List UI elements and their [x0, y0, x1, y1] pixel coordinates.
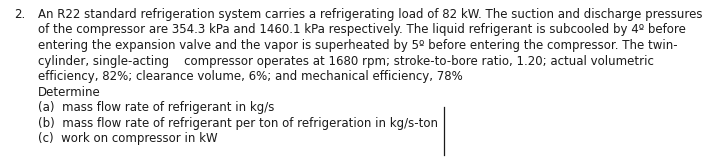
Text: efficiency, 82%; clearance volume, 6%; and mechanical efficiency, 78%: efficiency, 82%; clearance volume, 6%; a…	[38, 70, 463, 83]
Text: of the compressor are 354.3 kPa and 1460.1 kPa respectively. The liquid refriger: of the compressor are 354.3 kPa and 1460…	[38, 23, 686, 36]
Text: (c)  work on compressor in kW: (c) work on compressor in kW	[38, 132, 218, 145]
Text: (b)  mass flow rate of refrigerant per ton of refrigeration in kg/s-ton: (b) mass flow rate of refrigerant per to…	[38, 116, 438, 129]
Text: 2.: 2.	[14, 8, 26, 21]
Text: Determine: Determine	[38, 86, 101, 98]
Text: An R22 standard refrigeration system carries a refrigerating load of 82 kW. The : An R22 standard refrigeration system car…	[38, 8, 702, 21]
Text: cylinder, single-acting    compressor operates at 1680 rpm; stroke-to-bore ratio: cylinder, single-acting compressor opera…	[38, 54, 654, 68]
Text: entering the expansion valve and the vapor is superheated by 5º before entering : entering the expansion valve and the vap…	[38, 39, 677, 52]
Text: (a)  mass flow rate of refrigerant in kg/s: (a) mass flow rate of refrigerant in kg/…	[38, 101, 274, 114]
